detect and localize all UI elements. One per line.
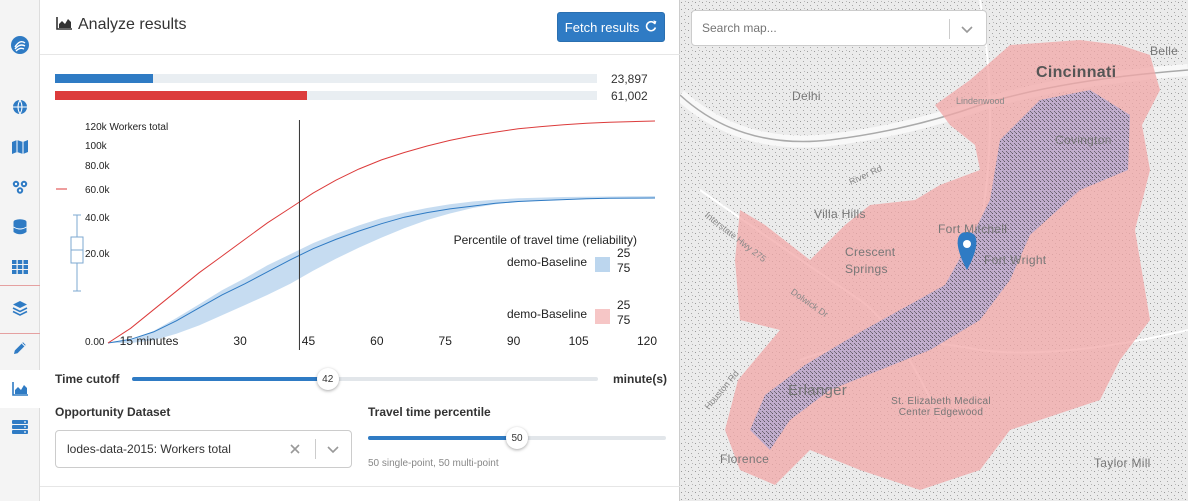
panel-footer xyxy=(40,486,680,501)
area-chart-icon[interactable] xyxy=(0,370,40,408)
map-label: Fort Wright xyxy=(984,253,1047,267)
map-label: Delhi xyxy=(792,89,821,103)
series-line xyxy=(107,120,656,344)
slider-fill xyxy=(132,377,328,381)
map-label: Taylor Mill xyxy=(1094,456,1151,470)
sidebar-divider xyxy=(0,333,40,334)
percentile-label: Travel time percentile xyxy=(368,405,491,419)
total-bar-blue xyxy=(55,74,597,83)
map-label: Belle xyxy=(1150,44,1179,58)
total-bar-red xyxy=(55,91,597,100)
map-label: Fort Mitchell xyxy=(938,222,1008,236)
chevron-down-icon[interactable] xyxy=(326,442,340,461)
server-icon[interactable] xyxy=(0,409,40,445)
map-label: Cincinnati xyxy=(1036,64,1117,81)
time-cutoff-slider[interactable] xyxy=(132,377,598,381)
map-label: St. Elizabeth Medical Center Edgewood xyxy=(891,396,991,418)
road-label: Lindenwood xyxy=(956,96,1005,106)
opportunity-dataset-select[interactable]: lodes-data-2015: Workers total xyxy=(55,430,352,468)
dataset-value: lodes-data-2015: Workers total xyxy=(67,442,231,456)
total-bar-fill xyxy=(55,91,308,100)
legend-label: demo-Baseline xyxy=(507,255,587,269)
map-label: Florence xyxy=(720,452,770,466)
series-line xyxy=(107,197,656,344)
map-view[interactable]: Cincinnati Covington Delhi Villa Hills F… xyxy=(680,0,1188,501)
close-icon[interactable] xyxy=(289,439,301,460)
dataset-label: Opportunity Dataset xyxy=(55,405,171,419)
legend-percentile: 75 xyxy=(617,261,631,275)
map-label: Covington xyxy=(1055,133,1112,147)
map-label: Villa Hills xyxy=(814,207,866,221)
search-divider xyxy=(949,19,950,39)
x-tick-label: 90 xyxy=(507,334,521,348)
time-cutoff-unit: minute(s) xyxy=(613,372,667,386)
x-tick-label: 45 xyxy=(302,334,316,348)
total-bar-fill xyxy=(55,74,153,83)
pencil-icon[interactable] xyxy=(0,330,40,366)
y-tick-label: 40.0k xyxy=(85,213,110,224)
x-tick-label: 30 xyxy=(233,334,247,348)
legend-swatch xyxy=(595,257,610,272)
sidebar xyxy=(0,0,40,501)
slider-handle[interactable]: 42 xyxy=(316,368,339,390)
x-tick-label: 105 xyxy=(569,334,589,348)
analysis-panel: Analyze results Fetch results 23,897 61,… xyxy=(40,0,680,501)
map-pin-icon[interactable] xyxy=(957,232,977,270)
accessibility-chart: 120k Workers total 100k 80.0k 60.0k 40.0k 20.… xyxy=(56,120,657,350)
legend-swatch xyxy=(595,309,610,324)
dense-population-dots xyxy=(750,90,1130,450)
fetch-results-label: Fetch results xyxy=(564,19,640,35)
percentile-value: 50 xyxy=(511,432,523,444)
y-tick-label: 20.0k xyxy=(85,249,110,260)
refresh-icon xyxy=(645,19,657,35)
y-tick-label: 120k Workers total xyxy=(85,122,168,133)
x-tick-label: 75 xyxy=(439,334,453,348)
map-canvas[interactable] xyxy=(680,0,1188,501)
sidebar-divider xyxy=(0,285,40,286)
panel-header: Analyze results Fetch results xyxy=(40,0,680,55)
map-label: Erlanger xyxy=(788,382,848,399)
map-label: Crescent Springs xyxy=(845,245,896,276)
x-tick-label: 120 xyxy=(637,334,657,348)
logo-icon[interactable] xyxy=(0,27,40,63)
legend-percentile: 25 xyxy=(617,246,631,260)
select-divider xyxy=(315,439,316,459)
layers-icon[interactable] xyxy=(0,290,40,326)
slider-handle[interactable]: 50 xyxy=(506,427,528,449)
globe-icon[interactable] xyxy=(0,89,40,125)
x-tick-label: 60 xyxy=(370,334,384,348)
total-value: 61,002 xyxy=(611,89,648,103)
map-search[interactable] xyxy=(691,10,987,46)
series-band xyxy=(108,196,655,343)
network-icon[interactable] xyxy=(0,169,40,205)
grid-icon[interactable] xyxy=(0,249,40,285)
percentile-note: 50 single-point, 50 multi-point xyxy=(368,458,499,469)
page-title: Analyze results xyxy=(78,16,187,33)
total-value: 23,897 xyxy=(611,72,648,86)
legend-percentile: 25 xyxy=(617,298,631,312)
legend-percentile: 75 xyxy=(617,313,631,327)
map-icon[interactable] xyxy=(0,129,40,165)
legend-title: Percentile of travel time (reliability) xyxy=(454,233,637,247)
search-input[interactable] xyxy=(692,11,948,45)
x-tick-label: 15 minutes xyxy=(120,334,179,348)
time-cutoff-value: 42 xyxy=(322,373,334,385)
y-tick-label: 0.00 xyxy=(85,337,105,348)
database-icon[interactable] xyxy=(0,209,40,245)
y-tick-label: 60.0k xyxy=(85,185,110,196)
time-cutoff-label: Time cutoff xyxy=(55,372,120,386)
y-tick-label: 80.0k xyxy=(85,161,110,172)
fetch-results-button[interactable]: Fetch results xyxy=(557,12,665,42)
y-tick-label: 100k xyxy=(85,141,108,152)
legend-label: demo-Baseline xyxy=(507,307,587,321)
area-chart-icon xyxy=(56,17,72,35)
slider-fill xyxy=(368,436,517,440)
